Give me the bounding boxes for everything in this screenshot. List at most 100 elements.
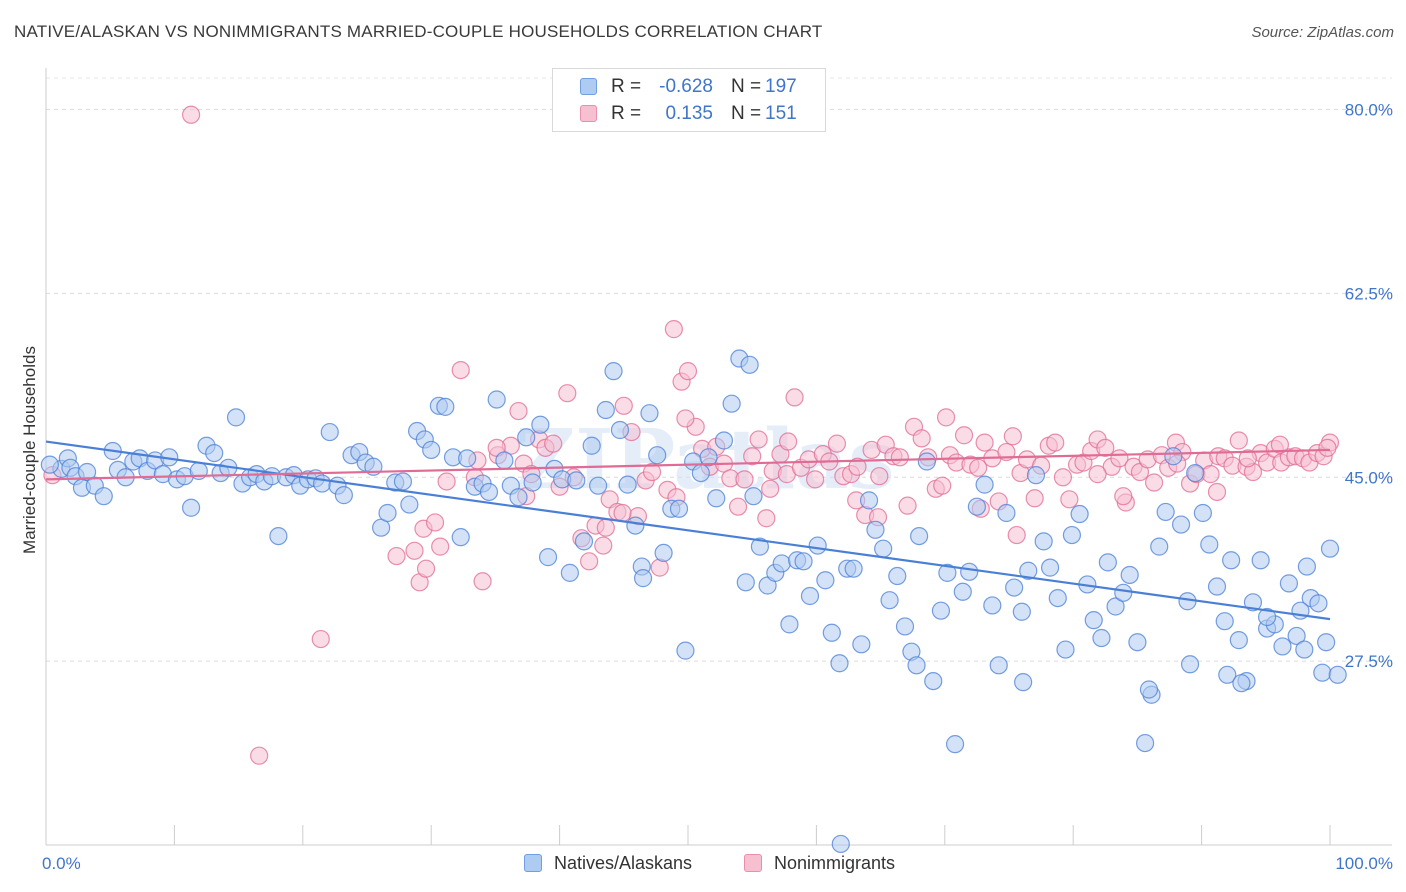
native-point bbox=[740, 355, 759, 374]
nonimmigrant-point bbox=[1003, 427, 1022, 446]
native-point bbox=[852, 635, 871, 654]
nonimmigrant-point bbox=[728, 497, 748, 516]
native-point bbox=[910, 526, 929, 546]
nonimmigrant-point bbox=[416, 559, 436, 578]
native-point bbox=[495, 451, 514, 470]
native-point bbox=[1156, 502, 1175, 522]
native-point bbox=[967, 497, 987, 516]
nonimmigrant-point bbox=[912, 429, 931, 448]
native-point bbox=[669, 499, 689, 518]
native-point bbox=[1171, 515, 1191, 534]
native-point bbox=[1207, 577, 1227, 596]
native-point bbox=[1048, 588, 1067, 608]
nonimmigrant-point bbox=[1318, 438, 1337, 457]
native-point bbox=[1232, 674, 1251, 693]
native-point bbox=[509, 488, 528, 507]
native-point bbox=[1313, 663, 1332, 682]
native-point bbox=[780, 615, 799, 634]
native-point bbox=[604, 362, 623, 381]
nonimmigrant-point bbox=[898, 496, 917, 515]
nonimmigrant-point bbox=[1114, 487, 1133, 506]
native-point bbox=[1295, 640, 1314, 659]
native-point bbox=[582, 436, 601, 455]
native-point bbox=[531, 415, 550, 434]
nonimmigrant-point bbox=[311, 629, 330, 649]
native-point bbox=[953, 582, 972, 601]
nonimmigrant-point bbox=[250, 746, 269, 765]
native-point bbox=[1150, 537, 1169, 556]
nonimmigrant-point bbox=[954, 426, 974, 445]
stats-swatch-nonimmigrants bbox=[580, 105, 597, 122]
native-point bbox=[1287, 626, 1306, 646]
native-point bbox=[77, 462, 97, 482]
native-point bbox=[574, 532, 594, 551]
native-point bbox=[880, 591, 899, 610]
nonimmigrant-point bbox=[425, 513, 445, 532]
native-point bbox=[1019, 561, 1038, 580]
n-label: N = bbox=[731, 76, 762, 97]
nonimmigrant-point bbox=[451, 360, 470, 380]
native-point bbox=[874, 539, 893, 558]
native-point bbox=[1309, 594, 1328, 613]
native-point bbox=[422, 440, 441, 460]
nonimmigrant-point bbox=[749, 430, 768, 449]
native-point bbox=[983, 596, 1002, 615]
nonimmigrant-point bbox=[1025, 489, 1044, 508]
native-point bbox=[1012, 602, 1031, 621]
nonimmigrant-point bbox=[431, 537, 450, 556]
native-point bbox=[1200, 535, 1219, 554]
native-point bbox=[567, 471, 586, 490]
y-axis-title-wrap: Married-couple Households bbox=[18, 300, 42, 600]
native-point bbox=[1034, 532, 1053, 551]
native-point bbox=[1222, 551, 1241, 570]
native-point bbox=[888, 566, 907, 586]
nonimmigrant-point bbox=[613, 503, 632, 523]
nonimmigrant-point bbox=[664, 320, 683, 339]
native-point bbox=[626, 516, 645, 535]
nonimmigrant-point bbox=[1088, 465, 1107, 484]
nonimmigrant-point bbox=[558, 384, 577, 403]
trend-line-natives bbox=[45, 440, 1331, 621]
native-point bbox=[334, 486, 353, 505]
nonimmigrant-point bbox=[779, 432, 798, 451]
native-point bbox=[1084, 611, 1103, 630]
trend-lines bbox=[45, 440, 1331, 621]
stats-swatch-natives bbox=[580, 78, 597, 95]
native-point bbox=[451, 528, 470, 547]
native-point bbox=[589, 476, 608, 495]
native-point bbox=[1128, 633, 1147, 652]
native-point bbox=[945, 735, 965, 754]
nonimmigrant-point bbox=[975, 433, 994, 452]
nonimmigrant-point bbox=[890, 448, 909, 467]
native-point bbox=[1114, 583, 1133, 602]
native-point bbox=[997, 503, 1016, 523]
native-point bbox=[1120, 565, 1139, 585]
native-point bbox=[830, 654, 849, 673]
nonimmigrant-point bbox=[757, 509, 776, 528]
nonimmigrant-point bbox=[1270, 435, 1290, 454]
native-point bbox=[1092, 628, 1111, 648]
native-point bbox=[181, 498, 201, 517]
native-point bbox=[1215, 612, 1234, 631]
native-point bbox=[1317, 633, 1336, 652]
native-point bbox=[400, 495, 419, 514]
r-value: 0.135 bbox=[665, 103, 713, 124]
native-point bbox=[312, 474, 332, 493]
native-point bbox=[618, 475, 637, 494]
nonimmigrant-point bbox=[1046, 433, 1065, 452]
native-point bbox=[1320, 539, 1340, 558]
nonimmigrant-point bbox=[1053, 468, 1073, 487]
stats-row-nonimmigrants: R = 0.135 N = 151 bbox=[553, 100, 825, 128]
nonimmigrant-point bbox=[933, 476, 952, 495]
nonimmigrant-point bbox=[1238, 449, 1257, 468]
native-point bbox=[269, 526, 288, 546]
native-point bbox=[1056, 640, 1075, 659]
native-point bbox=[831, 834, 850, 854]
native-point bbox=[205, 443, 224, 463]
nonimmigrant-point bbox=[743, 447, 762, 466]
r-value: -0.628 bbox=[659, 76, 713, 97]
native-point bbox=[907, 656, 926, 675]
nonimmigrant-point bbox=[405, 541, 424, 560]
trend-line-nonimmigrants bbox=[45, 448, 1331, 481]
stats-box: R = -0.628 N = 197 R = 0.135 N = 151 bbox=[552, 68, 826, 132]
